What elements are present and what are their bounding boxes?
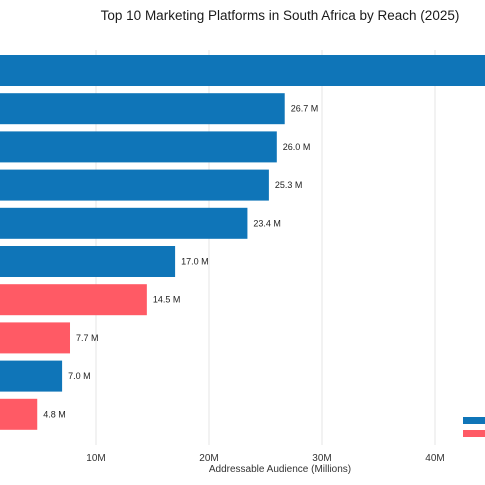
value-label-6: 14.5 M — [153, 295, 181, 305]
value-label-5: 17.0 M — [181, 257, 209, 267]
value-label-8: 7.0 M — [68, 371, 91, 381]
value-label-7: 7.7 M — [76, 333, 99, 343]
bar-8 — [0, 360, 63, 392]
bar-1 — [0, 93, 285, 125]
bar-0 — [0, 55, 485, 86]
bar-7 — [0, 322, 71, 354]
x-tick-label-1: 20M — [199, 453, 218, 464]
value-label-1: 26.7 M — [291, 104, 319, 114]
x-tick-label-2: 30M — [312, 453, 331, 464]
value-label-9: 4.8 M — [43, 409, 66, 419]
x-tick-label-3: 40M — [425, 453, 444, 464]
value-label-3: 25.3 M — [275, 180, 303, 190]
chart-title: Top 10 Marketing Platforms in South Afri… — [101, 8, 460, 23]
bar-6 — [0, 284, 147, 316]
bar-5 — [0, 246, 176, 277]
x-axis-title: Addressable Audience (Millions) — [209, 464, 351, 475]
legend-swatch-blue — [463, 417, 485, 424]
legend — [463, 417, 485, 437]
bars — [0, 55, 485, 430]
bar-9 — [0, 398, 38, 430]
value-label-4: 23.4 M — [253, 218, 281, 228]
x-tick-label-0: 10M — [86, 453, 105, 464]
value-label-2: 26.0 M — [283, 142, 311, 152]
bar-3 — [0, 169, 269, 201]
bar-4 — [0, 207, 248, 239]
bar-2 — [0, 131, 277, 163]
value-labels: 26.7 M 26.0 M 25.3 M 23.4 M 17.0 M 14.5 M 7.7 … — [43, 104, 318, 420]
x-axis-ticks: 10M 20M 30M 40M — [86, 453, 444, 464]
legend-swatch-red — [463, 430, 485, 437]
